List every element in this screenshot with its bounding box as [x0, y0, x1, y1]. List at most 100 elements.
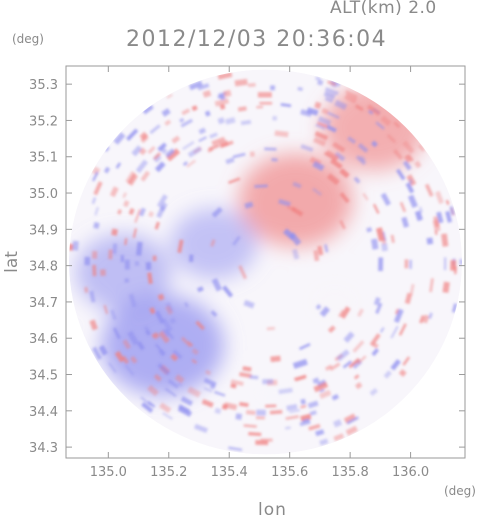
speckle-cell — [156, 205, 166, 219]
speckle-cell — [285, 426, 291, 430]
speckle-cell — [124, 364, 135, 376]
speckle-cell — [379, 327, 385, 333]
speckle-cell — [357, 143, 369, 153]
speckle-cell — [143, 325, 152, 336]
speckle-cell — [306, 107, 319, 116]
x-tick-label: 135.8 — [332, 465, 369, 480]
speckle-cell — [323, 244, 329, 253]
speckle-cell — [142, 104, 154, 115]
speckle-cell — [295, 375, 307, 382]
speckle-cell — [115, 162, 122, 169]
speckle-cell — [155, 343, 166, 356]
speckle-cell — [409, 259, 412, 269]
speckle-cell — [91, 166, 101, 176]
speckle-cell — [232, 152, 246, 159]
speckle-cell — [404, 292, 413, 305]
speckle-cell — [380, 115, 392, 127]
speckle-cell — [317, 245, 324, 256]
speckle-cell — [92, 264, 97, 277]
speckle-cell — [165, 305, 174, 315]
speckle-cell — [104, 146, 110, 152]
speckle-cell — [270, 355, 281, 363]
y-unit-label: (deg) — [12, 32, 44, 46]
speckle-cell — [194, 423, 208, 434]
speckle-cell — [409, 283, 415, 296]
speckle-cell — [300, 109, 312, 117]
speckle-cell — [214, 98, 230, 107]
speckle-cell — [356, 355, 367, 365]
speckle-cell — [228, 177, 241, 185]
speckle-cell — [445, 199, 450, 205]
speckle-cell — [170, 353, 179, 362]
speckle-cell — [325, 364, 333, 371]
speckle-cell — [402, 160, 412, 171]
speckle-cell — [172, 349, 183, 360]
speckle-cell — [183, 301, 189, 308]
speckle-cell — [238, 265, 248, 280]
speckle-cell — [91, 197, 97, 205]
speckle-cell — [134, 261, 140, 266]
speckle-cell — [113, 132, 126, 145]
speckle-cell — [204, 369, 212, 376]
speckle-cell — [92, 346, 103, 361]
speckle-cell — [211, 136, 226, 146]
velocity-region-near-zero — [300, 274, 370, 330]
speckle-cell — [332, 141, 346, 153]
y-tick-label: 35.3 — [29, 78, 58, 93]
speckle-cell — [153, 151, 162, 161]
speckle-cell — [147, 272, 153, 285]
speckle-cell — [375, 121, 385, 130]
speckle-cell — [381, 239, 387, 245]
speckle-cell — [147, 146, 156, 154]
speckle-cell — [136, 341, 145, 351]
speckle-cell — [370, 238, 379, 250]
speckle-cell — [369, 333, 381, 347]
speckle-cell — [108, 249, 113, 260]
speckle-cell — [292, 358, 308, 369]
speckle-cell — [127, 173, 138, 186]
speckle-cell — [346, 416, 359, 425]
speckle-cell — [317, 79, 324, 86]
speckle-cell — [300, 404, 307, 409]
speckle-cell — [211, 277, 223, 292]
speckle-cell — [223, 89, 232, 98]
speckle-cell — [355, 382, 363, 390]
speckle-cell — [204, 110, 211, 117]
speckle-cell — [404, 259, 409, 269]
speckle-cell — [445, 210, 453, 223]
speckle-cell — [286, 404, 298, 411]
speckle-cell — [278, 387, 293, 395]
speckle-cell — [214, 407, 222, 415]
speckle-cell — [112, 327, 121, 340]
speckle-cell — [452, 303, 458, 313]
speckle-cell — [148, 211, 154, 218]
speckle-cell — [327, 111, 340, 119]
speckle-cell — [103, 304, 109, 315]
speckle-cell — [244, 201, 254, 209]
speckle-cell — [166, 148, 181, 162]
altitude-label: ALT(km) 2.0 — [330, 0, 437, 18]
speckle-cell — [93, 222, 100, 229]
speckle-cell — [249, 375, 259, 380]
speckle-cell — [274, 130, 289, 138]
y-tick-label: 35.1 — [29, 151, 58, 166]
speckle-cell — [330, 158, 343, 170]
speckle-cell — [376, 227, 385, 242]
speckle-cell — [151, 332, 159, 339]
speckle-cell — [418, 206, 424, 213]
speckle-cell — [154, 310, 165, 324]
speckle-cell — [112, 243, 118, 255]
speckle-cell — [154, 221, 160, 230]
speckle-cell — [164, 328, 175, 340]
speckle-cell — [266, 326, 275, 331]
speckle-cell — [157, 293, 165, 301]
speckle-cell — [259, 101, 273, 105]
speckle-cell — [319, 306, 331, 318]
speckle-cell — [122, 339, 131, 350]
speckle-cell — [110, 309, 117, 321]
speckle-cell — [164, 387, 177, 398]
speckle-cell — [182, 141, 195, 151]
speckle-cell — [181, 108, 191, 116]
speckle-cell — [314, 131, 329, 141]
